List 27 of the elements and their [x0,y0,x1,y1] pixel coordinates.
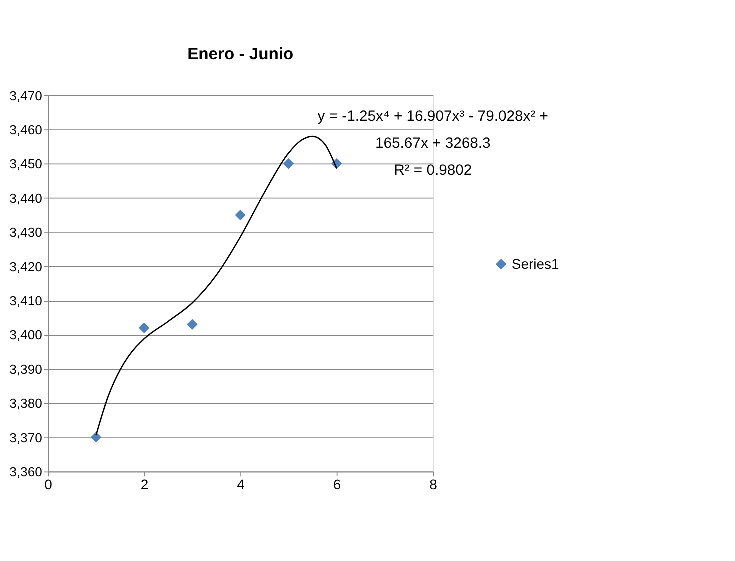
point [235,210,246,221]
y-tick-label: 3,460 [10,122,42,138]
y-tick-label: 3,410 [10,294,42,309]
annotation: R² = 0.9802 [394,163,472,180]
point [139,322,150,334]
chart-title: Enero - Junio [188,44,294,64]
x-tick-label: 0 [44,476,53,493]
y-tick-label: 3,390 [10,362,42,377]
y-tick-label: 3,430 [10,225,42,240]
x-tick-label: 8 [430,476,438,493]
x-tick-label: 6 [333,476,342,493]
annotation: 165.67x + 3268.3 [375,136,491,152]
x-tick-label: 4 [237,476,246,493]
legend-label: Series1 [512,256,560,272]
y-tick-label: 3,470 [10,88,42,104]
y-tick-label: 3,370 [10,430,42,446]
point [187,319,198,330]
x-tick-label: 2 [140,476,149,493]
y-tick-label: 3,380 [10,396,42,412]
y-tick-label: 3,450 [10,156,42,172]
point [90,432,102,443]
annotation: y = -1.25x⁴ + 16.907x³ - 79.028x² + [318,108,548,125]
y-tick-label: 3,420 [10,259,42,274]
y-tick-label: 3,400 [10,328,42,343]
point [283,158,294,170]
y-tick-label: 3,360 [10,464,42,480]
y-tick-label: 3,440 [10,190,42,206]
